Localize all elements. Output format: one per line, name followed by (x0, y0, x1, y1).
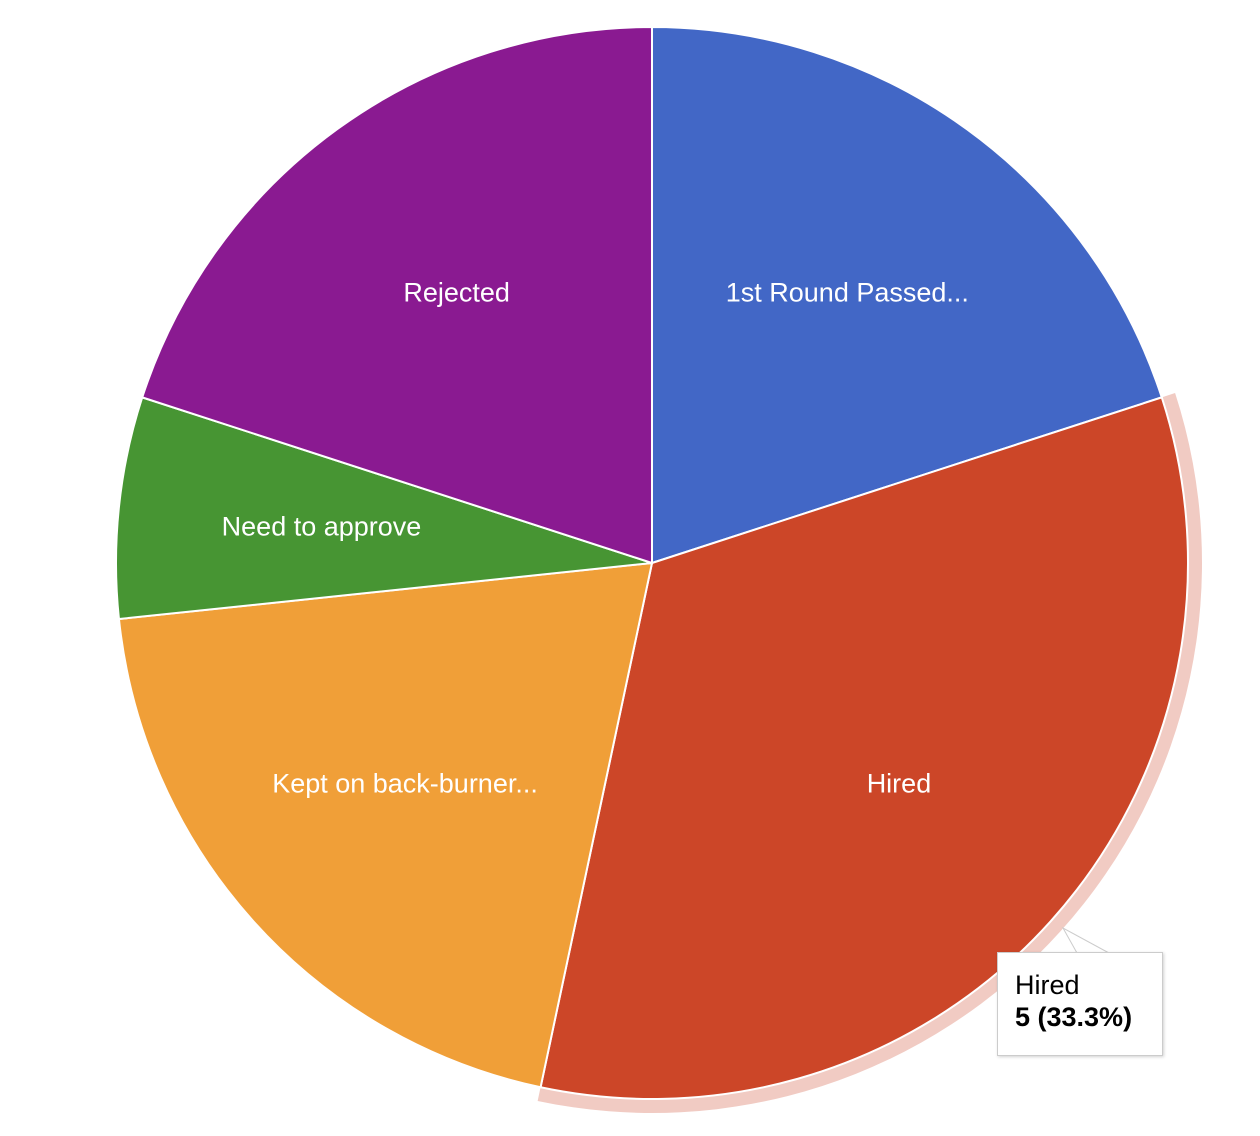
slice-tooltip: Hired 5 (33.3%) (997, 952, 1163, 1056)
tooltip-value: 5 (33.3%) (1015, 1002, 1133, 1032)
pie-slice-rejected[interactable] (141, 26, 653, 564)
pie-slice-1st-round-passed[interactable] (651, 26, 1163, 564)
slice-label-need-to-approve: Need to approve (222, 511, 422, 541)
slice-label-1st-round-passed: 1st Round Passed... (726, 277, 969, 307)
tooltip-label: Hired (1015, 970, 1080, 1000)
pie-slice-need-to-approve[interactable] (115, 396, 653, 621)
pie-slice-hired[interactable] (539, 396, 1189, 1101)
tooltip-pointer (1061, 926, 1110, 954)
slice-label-hired: Hired (867, 768, 932, 798)
slice-label-kept-on-back-burner: Kept on back-burner... (272, 768, 538, 798)
slice-label-rejected: Rejected (403, 277, 510, 307)
pie-slice-kept-on-back-burner[interactable] (117, 562, 653, 1089)
